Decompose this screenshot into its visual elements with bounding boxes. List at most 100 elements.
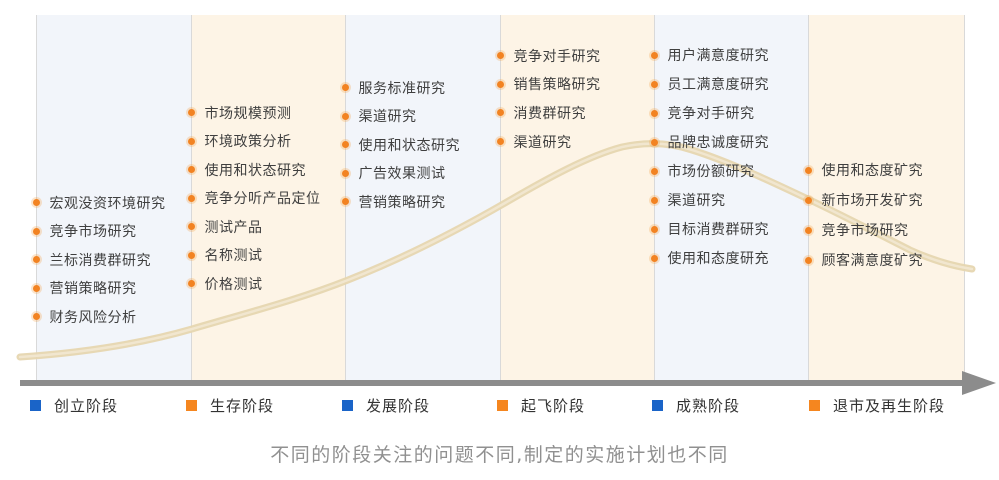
research-item-label: 目标消费群研究 (667, 222, 769, 238)
research-item-label: 竞争分听产品定位 (204, 191, 321, 208)
research-item: 渠道研究 (648, 186, 770, 215)
stage-items-takeoff: 竞争对手研究 销售策略研究消费群研究 渠道研究 (494, 42, 601, 156)
research-item: 使用和状态研究 (339, 131, 461, 160)
research-item-label: 财务风险分析 (49, 309, 137, 326)
legend-label: 发展阶段 (366, 396, 431, 415)
stage-items-development: 服务标准研究渠道研究 使用和状态研究广告效果测试 营销策略研究 (339, 74, 461, 217)
bullet-icon (650, 225, 658, 233)
research-item: 竞争市场研究 (30, 217, 166, 246)
research-item-label: 使用和状态研究 (204, 162, 306, 179)
research-item: 用户满意度研究 (648, 41, 770, 70)
research-item: 竞争分听产品定位 (185, 184, 321, 213)
bullet-icon (650, 80, 658, 88)
bullet-icon (650, 196, 658, 204)
research-item-label: 竞争市场研究 (49, 224, 137, 241)
legend-entry-founding: 创立阶段 (30, 396, 118, 415)
research-item-label: 渠道研究 (667, 193, 726, 209)
research-item: 新市场开发矿究 (802, 185, 924, 215)
bullet-icon (32, 284, 40, 292)
research-item: 服务标准研究 (339, 74, 461, 103)
research-item: 使用和态度研充 (648, 244, 770, 273)
bullet-icon (341, 198, 349, 206)
bullet-icon (187, 194, 195, 202)
legend-swatch-icon (30, 399, 41, 411)
bullet-icon (496, 138, 504, 146)
research-item: 顾客满意度矿究 (802, 245, 924, 275)
legend-label: 成熟阶段 (676, 396, 741, 415)
bullet-icon (187, 280, 195, 288)
timeline-axis-arrowhead-icon (962, 371, 996, 395)
legend-entry-survival: 生存阶段 (186, 396, 275, 415)
bullet-icon (650, 167, 658, 175)
research-item-label: 环境政策分析 (204, 134, 292, 151)
bullet-icon (804, 166, 812, 174)
bullet-icon (804, 256, 812, 264)
bullet-icon (341, 84, 349, 92)
research-item: 渠道研究 (339, 102, 461, 131)
bullet-icon (341, 169, 349, 177)
legend-swatch-icon (342, 399, 353, 411)
research-item: 消费群研究 (494, 99, 601, 128)
research-item: 竞争对手研究 (648, 99, 770, 128)
bullet-icon (32, 313, 40, 321)
legend-entry-maturity: 成熟阶段 (652, 396, 741, 415)
bullet-icon (650, 51, 658, 59)
legend-label: 退市及再生阶段 (833, 396, 946, 415)
research-item-label: 广告效果测试 (358, 166, 446, 183)
stage-items-maturity: 用户满意度研究 员工满意度研究竞争对手研究 品牌忠诚度研究 市场份额研究渠道研究目标消… (648, 41, 770, 273)
legend-entry-development: 发展阶段 (342, 396, 431, 415)
research-item: 品牌忠诚度研究 (648, 128, 770, 157)
research-item: 营销策略研究 (30, 274, 166, 303)
research-item: 兰标消费群研究 (30, 246, 166, 275)
research-item: 市场规模预测 (185, 99, 321, 128)
research-item-label: 兰标消费群研究 (49, 252, 151, 269)
research-item: 渠道研究 (494, 127, 601, 156)
research-item: 宏观没资环境研究 (30, 189, 166, 218)
research-item: 竞争市场研究 (802, 215, 924, 245)
research-item-label: 宏观没资环境研究 (49, 195, 166, 212)
research-item: 名称测试 (185, 241, 321, 270)
research-item-label: 服务标准研究 (358, 80, 446, 97)
bullet-icon (187, 109, 195, 117)
research-item-label: 价格测试 (204, 276, 263, 293)
research-item-label: 测试产品 (204, 219, 263, 236)
legend-swatch-icon (652, 399, 663, 411)
research-item: 市场份额研究 (648, 157, 770, 186)
research-item-label: 用户满意度研究 (667, 48, 769, 64)
research-item: 财务风险分析 (30, 303, 166, 332)
research-item: 使用和状态研究 (185, 156, 321, 185)
bullet-icon (650, 109, 658, 117)
research-item: 价格测试 (185, 270, 321, 299)
research-item: 竞争对手研究 (494, 42, 601, 71)
bullet-icon (804, 226, 812, 234)
caption: 不同的阶段关注的问题不同,制定的实施计划也不同 (270, 444, 729, 466)
bullet-icon (804, 196, 812, 204)
legend-entry-takeoff: 起飞阶段 (497, 396, 586, 415)
bullet-icon (496, 80, 504, 88)
research-item-label: 营销策略研究 (49, 281, 137, 298)
research-item: 目标消费群研究 (648, 215, 770, 244)
research-item-label: 新市场开发矿究 (821, 193, 923, 209)
research-item-label: 营销策略研究 (358, 194, 446, 211)
research-item: 广告效果测试 (339, 159, 461, 188)
bullet-icon (496, 52, 504, 60)
timeline-axis (20, 380, 968, 386)
research-item-label: 顾客满意度矿究 (821, 253, 923, 269)
stage-items-survival: 市场规模预测环境政策分析 使用和状态研究 竞争分听产品定位 测试产品名称测试价格测试 (185, 99, 321, 299)
bullet-icon (341, 112, 349, 120)
bullet-icon (187, 223, 195, 231)
legend-label: 起飞阶段 (521, 396, 586, 415)
research-item: 环境政策分析 (185, 127, 321, 156)
research-item-label: 竞争对手研究 (513, 48, 601, 65)
bullet-icon (187, 251, 195, 259)
bullet-icon (187, 166, 195, 174)
stage-items-exit: 使用和态度矿究 新市场开发矿究 竞争市场研究 顾客满意度矿究 (802, 155, 924, 275)
research-item-label: 销售策略研究 (513, 77, 601, 94)
legend-label: 生存阶段 (210, 396, 275, 415)
bullet-icon (32, 199, 40, 207)
research-item-label: 员工满意度研究 (667, 77, 769, 93)
bullet-icon (650, 254, 658, 262)
legend-swatch-icon (809, 399, 820, 411)
research-item: 销售策略研究 (494, 70, 601, 99)
